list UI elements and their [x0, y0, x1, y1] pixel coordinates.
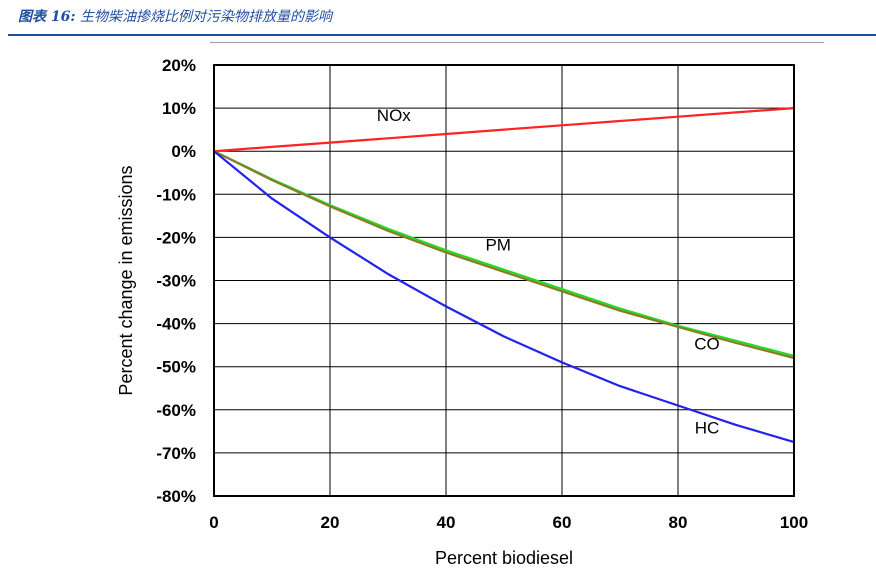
y-tick-label: 0%: [171, 142, 196, 161]
x-tick-label: 40: [437, 513, 456, 532]
x-axis-label: Percent biodiesel: [435, 548, 573, 568]
series-annotations: NOx PM CO HC: [377, 106, 720, 437]
y-tick-label: -40%: [156, 315, 196, 334]
x-tick-label: 0: [209, 513, 218, 532]
y-tick-label: -70%: [156, 444, 196, 463]
figure-number: 图表 16:: [18, 9, 76, 25]
y-tick-label: 20%: [162, 56, 196, 75]
chart-series: [213, 107, 795, 444]
series-label-nox: NOx: [377, 106, 412, 125]
x-tick-label: 60: [553, 513, 572, 532]
series-label-pm: PM: [485, 235, 511, 254]
figure-caption: 图表 16: 生物柴油掺烧比例对污染物排放量的影响: [18, 6, 332, 26]
chart-top-rule: [210, 42, 824, 43]
chart-grid: [213, 64, 795, 497]
series-label-hc: HC: [695, 419, 720, 438]
y-tick-label: -60%: [156, 401, 196, 420]
figure-title: 生物柴油掺烧比例对污染物排放量的影响: [79, 9, 332, 25]
x-tick-label: 20: [321, 513, 340, 532]
plot-frame: [213, 64, 795, 497]
y-tick-label: -20%: [156, 228, 196, 247]
series-line-nox: [213, 107, 795, 153]
y-tick-label: -10%: [156, 185, 196, 204]
series-line-co: [213, 150, 795, 360]
y-tick-label: -30%: [156, 272, 196, 291]
y-tick-label: -80%: [156, 487, 196, 506]
series-label-co: CO: [694, 334, 720, 353]
y-axis-label: Percent change in emissions: [116, 165, 136, 395]
x-tick-label: 80: [669, 513, 688, 532]
series-line-hc: [213, 150, 795, 444]
x-tick-label: 100: [780, 513, 808, 532]
header-rule: [8, 34, 876, 36]
y-tick-label: 10%: [162, 99, 196, 118]
y-tick-label: -50%: [156, 358, 196, 377]
y-tick-labels: 20% 10% 0% -10% -20% -30% -40% -50% -60% -70% -80%: [156, 56, 196, 506]
x-tick-labels: 0 20 40 60 80 100: [209, 513, 808, 532]
